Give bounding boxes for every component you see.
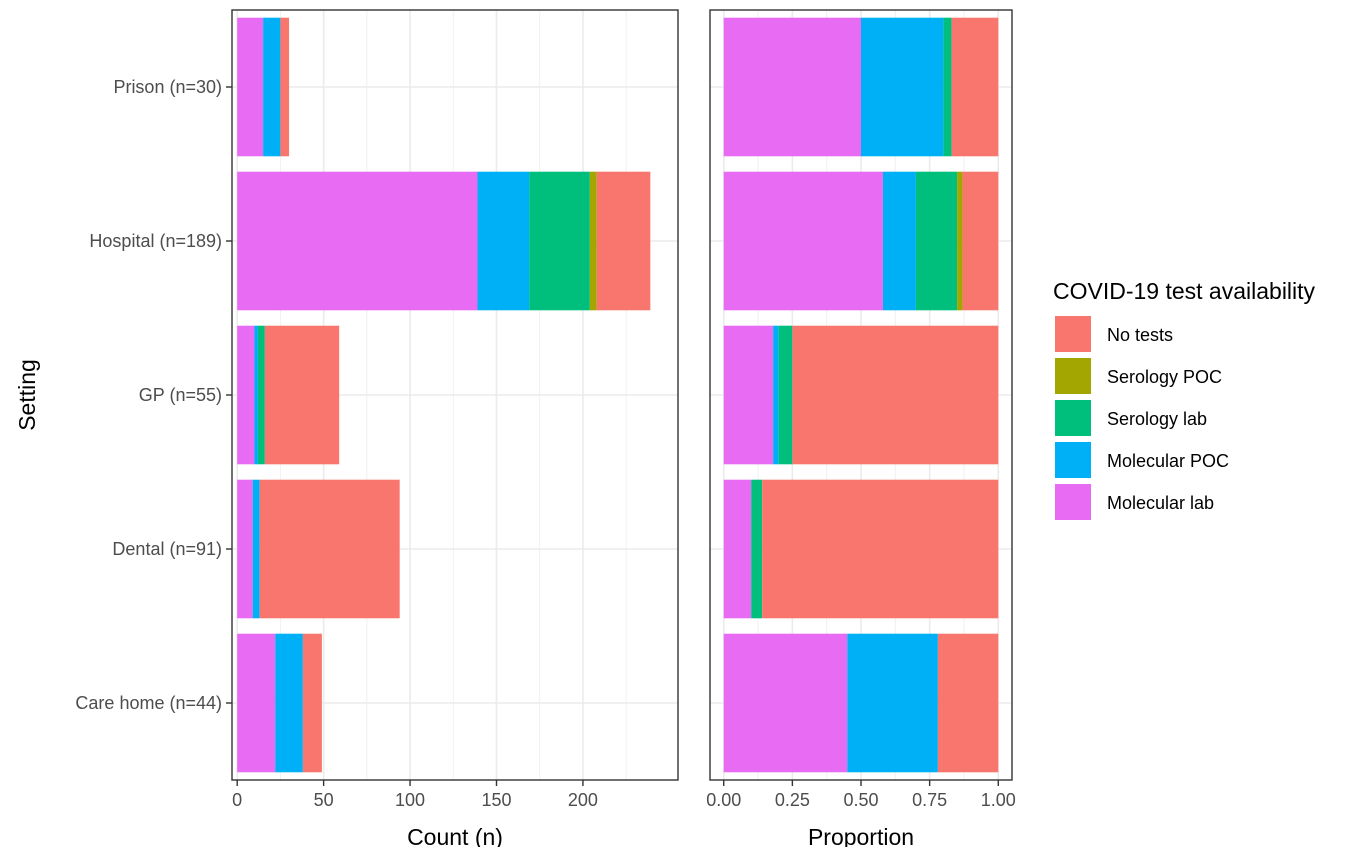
legend-label-serology-lab: Serology lab: [1107, 409, 1207, 429]
legend-key-molecular-poc: [1055, 442, 1091, 478]
panel-1-bar-no-tests-care-home-n-44: [302, 633, 322, 773]
panel-2-bar-no-tests-hospital-n-189: [962, 171, 999, 311]
panel-1-x-tick-label: 150: [481, 790, 511, 810]
panel-2-bar-no-tests-dental-n-91: [762, 479, 999, 619]
legend-label-molecular-poc: Molecular POC: [1107, 451, 1229, 471]
panel-1-bar-molecular-lab-gp-n-55: [237, 325, 255, 465]
legend-label-serology-poc: Serology POC: [1107, 367, 1222, 387]
panel-1-bar-molecular-lab-care-home-n-44: [237, 633, 276, 773]
y-tick-label-gp-n-55: GP (n=55): [139, 385, 222, 405]
panel-1-bar-molecular-poc-hospital-n-189: [477, 171, 530, 311]
panel-1-bar-no-tests-hospital-n-189: [596, 171, 651, 311]
panel-2-x-tick-label: 0.00: [706, 790, 741, 810]
panel-1-x-tick-label: 50: [314, 790, 334, 810]
panel-2-bar-serology-poc-hospital-n-189: [957, 171, 963, 311]
panel-2-bar-molecular-poc-prison-n-30: [861, 17, 944, 157]
panel-2-bar-molecular-poc-gp-n-55: [773, 325, 779, 465]
legend-label-no-tests: No tests: [1107, 325, 1173, 345]
panel-2-bar-no-tests-care-home-n-44: [937, 633, 999, 773]
panel-1-bar-molecular-lab-prison-n-30: [237, 17, 264, 157]
panel-1-bar-no-tests-dental-n-91: [259, 479, 400, 619]
panel-2-x-tick-label: 0.75: [912, 790, 947, 810]
panel-2-bar-serology-lab-gp-n-55: [778, 325, 793, 465]
panel-2-bar-no-tests-prison-n-30: [951, 17, 999, 157]
panel-2-x-tick-label: 0.25: [775, 790, 810, 810]
panel-1-bar-no-tests-gp-n-55: [264, 325, 340, 465]
panel-1-x-tick-label: 100: [395, 790, 425, 810]
panel-1-bar-molecular-poc-care-home-n-44: [275, 633, 303, 773]
legend-key-molecular-lab: [1055, 484, 1091, 520]
panel-1-bar-molecular-poc-gp-n-55: [254, 325, 258, 465]
panel-2-bar-serology-lab-dental-n-91: [751, 479, 763, 619]
y-tick-label-prison-n-30: Prison (n=30): [113, 77, 222, 97]
panel-1-x-axis-title: Count (n): [407, 824, 503, 847]
legend-key-no-tests: [1055, 316, 1091, 352]
panel-1-x-tick-label: 200: [568, 790, 598, 810]
panel-2-bar-molecular-lab-hospital-n-189: [723, 171, 883, 311]
panel-2-bar-molecular-lab-dental-n-91: [723, 479, 752, 619]
panel-2-x-tick-label: 1.00: [981, 790, 1016, 810]
panel-2-x-tick-label: 0.50: [843, 790, 878, 810]
panel-2-bar-serology-lab-prison-n-30: [943, 17, 952, 157]
legend-label-molecular-lab: Molecular lab: [1107, 493, 1214, 513]
panel-1-bar-molecular-lab-hospital-n-189: [237, 171, 478, 311]
panel-2-bar-molecular-poc-care-home-n-44: [847, 633, 938, 773]
panel-2-bar-molecular-lab-care-home-n-44: [723, 633, 848, 773]
legend-key-serology-lab: [1055, 400, 1091, 436]
panel-1-bar-serology-lab-gp-n-55: [257, 325, 265, 465]
panel-1-bar-molecular-lab-dental-n-91: [237, 479, 253, 619]
panel-1-bar-serology-poc-hospital-n-189: [589, 171, 597, 311]
y-tick-label-dental-n-91: Dental (n=91): [112, 539, 222, 559]
legend-title: COVID-19 test availability: [1053, 278, 1316, 304]
panel-2-bar-molecular-lab-prison-n-30: [723, 17, 861, 157]
legend-key-serology-poc: [1055, 358, 1091, 394]
panel-2-x-axis-title: Proportion: [808, 824, 914, 847]
panel-2-bar-serology-lab-hospital-n-189: [915, 171, 958, 311]
panel-1-bar-molecular-poc-dental-n-91: [252, 479, 260, 619]
y-tick-label-hospital-n-189: Hospital (n=189): [89, 231, 222, 251]
y-tick-label-care-home-n-44: Care home (n=44): [75, 693, 222, 713]
y-axis-title: Setting: [14, 359, 40, 431]
panel-1-bar-serology-lab-hospital-n-189: [529, 171, 590, 311]
panel-1-bar-molecular-poc-prison-n-30: [263, 17, 281, 157]
panel-2-bar-no-tests-gp-n-55: [792, 325, 999, 465]
panel-2-bar-molecular-poc-hospital-n-189: [882, 171, 916, 311]
panel-1-x-tick-label: 0: [232, 790, 242, 810]
panel-1-bar-no-tests-prison-n-30: [280, 17, 290, 157]
panel-2-bar-molecular-lab-gp-n-55: [723, 325, 774, 465]
